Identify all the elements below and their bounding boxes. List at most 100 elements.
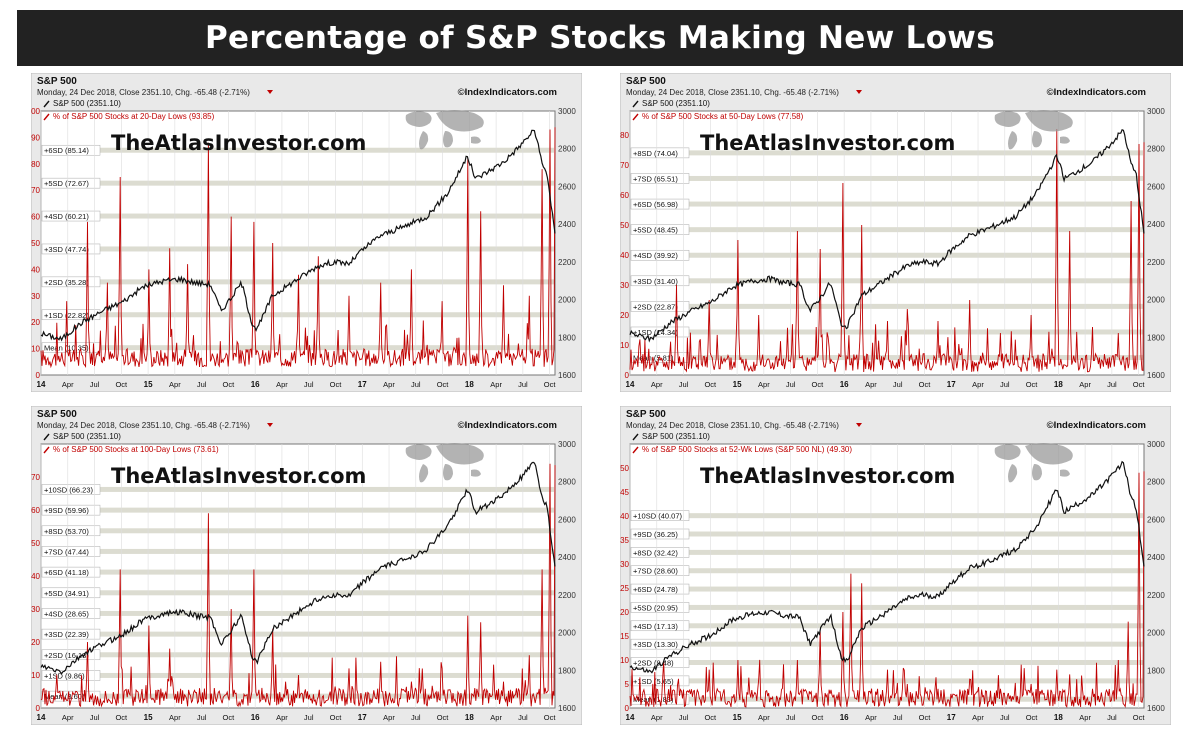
right-tick-label: 2000 — [1147, 629, 1165, 638]
chart-subtitle: Monday, 24 Dec 2018, Close 2351.10, Chg.… — [37, 88, 250, 97]
x-tick-label: Apr — [490, 713, 502, 722]
sd-band-label: +4SD (60.21) — [44, 212, 89, 221]
right-tick-label: 2200 — [558, 591, 576, 600]
legend-indicator-label: % of S&P 500 Stocks at 20-Day Lows (93.8… — [53, 112, 215, 121]
x-tick-label: Apr — [865, 380, 877, 389]
sd-label-box — [41, 566, 101, 578]
sd-band — [42, 672, 554, 678]
sd-label-box — [41, 144, 101, 156]
sd-label-box — [630, 510, 690, 521]
copyright-text: ©IndexIndicators.com — [1047, 420, 1146, 431]
sd-label-box — [41, 210, 101, 222]
sd-band-label: +7SD (65.51) — [633, 174, 678, 183]
sd-label-box — [630, 565, 690, 576]
copyright-text: ©IndexIndicators.com — [458, 87, 557, 98]
sd-band-label: +7SD (28.60) — [633, 567, 678, 576]
x-tick-label: Jul — [304, 713, 314, 722]
x-tick-label: Jul — [1000, 713, 1010, 722]
sd-band — [42, 528, 554, 534]
sd-band — [631, 227, 1143, 233]
legend-sp500-swatch — [43, 100, 50, 108]
x-tick-label: Apr — [276, 713, 288, 722]
right-tick-label: 2000 — [558, 629, 576, 638]
x-tick-label: Apr — [651, 713, 663, 722]
x-tick-label: Oct — [1133, 713, 1146, 722]
sd-band-label: +1SD (5.65) — [633, 677, 674, 686]
x-tick-label: Jul — [893, 380, 903, 389]
left-tick-label: 10 — [31, 671, 40, 680]
sd-label-box — [41, 587, 101, 599]
sd-label-box — [41, 177, 101, 189]
left-tick-label: 80 — [620, 131, 629, 140]
right-tick-label: 2400 — [558, 220, 576, 229]
sd-band-label: +6SD (85.14) — [44, 146, 89, 155]
right-tick-label: 1600 — [1147, 371, 1165, 380]
x-tick-label: Apr — [383, 380, 395, 389]
right-tick-label: 2800 — [558, 478, 576, 487]
x-tick-label: Oct — [919, 713, 932, 722]
x-tick-label: Jul — [304, 380, 314, 389]
chart-subtitle: Monday, 24 Dec 2018, Close 2351.10, Chg.… — [37, 421, 250, 430]
x-tick-label: Jul — [518, 380, 528, 389]
right-tick-label: 2600 — [1147, 515, 1165, 524]
x-tick-label: 18 — [1054, 380, 1063, 389]
sd-band — [42, 693, 554, 699]
x-tick-label: Apr — [383, 713, 395, 722]
x-tick-label: 16 — [840, 380, 849, 389]
legend-sp500-label: S&P 500 (2351.10) — [642, 99, 710, 108]
left-tick-label: 45 — [620, 488, 629, 497]
x-tick-label: Oct — [1133, 380, 1146, 389]
sd-label-box — [630, 275, 690, 287]
x-tick-label: Oct — [544, 380, 557, 389]
sd-band-label: +2SD (35.28) — [44, 278, 89, 287]
sd-label-box — [41, 276, 101, 288]
sd-band — [631, 531, 1143, 537]
right-tick-label: 2200 — [1147, 258, 1165, 267]
legend-sp500-swatch — [632, 433, 639, 441]
x-tick-label: Apr — [169, 380, 181, 389]
sd-label-box — [630, 583, 690, 595]
x-tick-label: 16 — [251, 380, 260, 389]
sd-band — [42, 652, 554, 658]
world-map-icon — [405, 110, 484, 150]
legend-indicator-swatch — [632, 446, 639, 454]
x-tick-label: Apr — [276, 380, 288, 389]
legend-indicator-label: % of S&P 500 Stocks at 52-Wk Lows (S&P 5… — [642, 445, 852, 454]
watermark-text: TheAtlasInvestor.com — [111, 464, 366, 488]
sd-band-label: +1SD (14.34) — [633, 328, 678, 337]
sd-band-label: +4SD (39.92) — [633, 251, 678, 260]
x-tick-label: Jul — [1107, 380, 1117, 389]
right-tick-label: 2000 — [558, 296, 576, 305]
left-tick-label: 100 — [31, 107, 41, 116]
x-tick-label: Apr — [972, 380, 984, 389]
sd-band-label: Mean (10.35) — [44, 344, 89, 353]
sd-band-label: +3SD (31.40) — [633, 277, 678, 286]
world-map-icon — [994, 110, 1073, 150]
right-tick-label: 2400 — [1147, 220, 1165, 229]
left-tick-label: 20 — [31, 318, 40, 327]
sd-label-box — [41, 504, 101, 516]
sd-band-label: +1SD (9.86) — [44, 671, 85, 680]
watermark-text: TheAtlasInvestor.com — [111, 131, 366, 155]
sd-band — [631, 278, 1143, 284]
left-tick-label: 40 — [620, 251, 629, 260]
sd-label-box — [41, 670, 101, 681]
x-tick-label: Apr — [62, 713, 74, 722]
x-tick-label: Apr — [865, 713, 877, 722]
x-tick-label: 17 — [358, 713, 367, 722]
sd-band-label: +6SD (41.18) — [44, 568, 89, 577]
sd-band-label: +3SD (22.39) — [44, 630, 89, 639]
indicator-series-line — [629, 471, 1145, 708]
x-tick-label: 17 — [358, 380, 367, 389]
sd-band-label: +4SD (17.13) — [633, 622, 678, 631]
watermark-text: TheAtlasInvestor.com — [700, 131, 955, 155]
x-tick-label: Apr — [169, 713, 181, 722]
left-tick-label: 60 — [31, 506, 40, 515]
sd-label-box — [630, 249, 690, 261]
x-tick-label: Jul — [786, 713, 796, 722]
sd-label-box — [41, 484, 101, 495]
sd-band-label: +2SD (9.48) — [633, 658, 674, 667]
sd-band — [631, 201, 1143, 207]
chart-symbol: S&P 500 — [37, 409, 77, 420]
